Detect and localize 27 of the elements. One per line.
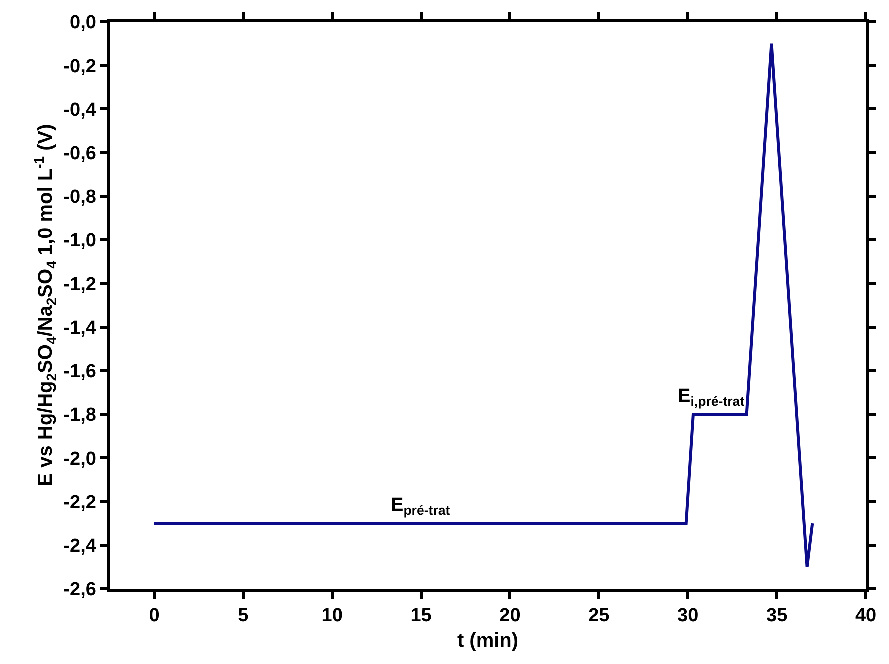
y-tick-label: -2,6 [64, 580, 96, 601]
line-series [152, 42, 814, 569]
y-tick-label: -0,8 [64, 187, 96, 208]
y-tick-label: -1,6 [64, 362, 96, 383]
y-tick-label: -1,8 [64, 405, 96, 426]
x-tick-label: 15 [410, 606, 432, 627]
x-tick-label: 35 [766, 606, 788, 627]
x-tick-label: 0 [149, 606, 160, 627]
y-tick-label: 0,0 [70, 12, 96, 34]
x-axis-title: t (min) [457, 630, 519, 652]
y-tick-label: -2,0 [64, 448, 96, 470]
x-tick-label: 40 [855, 606, 877, 627]
x-tick-label: 25 [588, 606, 610, 627]
y-tick-label: -1,0 [64, 230, 96, 252]
y-tick-label: -0,2 [64, 56, 96, 78]
x-tick-label: 5 [238, 606, 250, 627]
x-tick-label: 20 [500, 606, 521, 627]
y-tick-label: -2,2 [64, 492, 96, 514]
annotation: E$_{pré-trat}$ [391, 495, 451, 518]
y-tick-label: -0,6 [64, 144, 96, 164]
x-tick-label: 10 [322, 606, 343, 627]
y-tick-label: -2,4 [64, 536, 97, 558]
annotation: E$_{i,pré-trat}$ [678, 386, 746, 409]
y-tick-label: -0,4 [64, 100, 97, 121]
y-tick-label: -1,2 [64, 274, 96, 296]
y-tick-label: -1,4 [64, 318, 97, 339]
x-tick-label: 30 [678, 606, 699, 627]
